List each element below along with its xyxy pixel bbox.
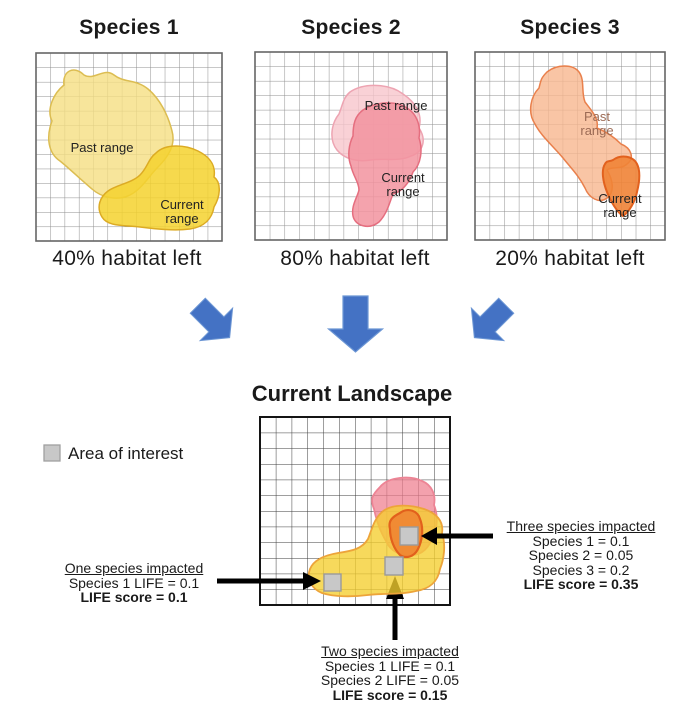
species3-caption: 20% habitat left (495, 247, 645, 270)
arrow-one-species (217, 572, 321, 590)
annotation-two-heading: Two species impacted (321, 643, 459, 659)
species3-past-range-label: Past range (580, 109, 614, 138)
annotation-one-line: Species 1 LIFE = 0.1 (68, 574, 200, 591)
species1-caption: 40% habitat left (52, 247, 202, 270)
species1-past-range-label: Past range (70, 140, 134, 155)
species2-current-range-shape (348, 102, 422, 228)
aoi-square-two-species (384, 556, 404, 576)
annotation-three-line: Species 3 = 0.2 (532, 561, 630, 578)
aoi-square-three-species (399, 526, 419, 546)
annotation-one-heading: One species impacted (64, 560, 204, 576)
down-right-arrow-icon (189, 297, 234, 342)
annotation-one-score: LIFE score = 0.1 (80, 589, 188, 605)
annotation-two-line: Species 1 LIFE = 0.1 (324, 657, 456, 674)
annotation-two-species: Two species impacted Species 1 LIFE = 0.… (321, 644, 459, 702)
aoi-square-one-species (323, 573, 342, 592)
area-of-interest-label: Area of interest (68, 444, 184, 463)
arrow-three-species (421, 527, 493, 545)
annotation-two-line: Species 2 LIFE = 0.05 (320, 672, 460, 688)
down-left-arrow-icon (470, 297, 515, 342)
species3-current-range-label: Current range (598, 191, 642, 220)
annotation-three-score: LIFE score = 0.35 (523, 576, 639, 592)
species2-current-range-label: Current range (381, 170, 425, 199)
species2-title: Species 2 (301, 16, 401, 39)
species1-current-range-label: Current range (160, 197, 204, 226)
species2-past-range-label: Past range (364, 98, 428, 113)
down-arrow-icon (326, 295, 385, 353)
annotation-three-heading: Three species impacted (506, 518, 656, 534)
species3-current-range-shape (601, 155, 641, 218)
area-of-interest-swatch (43, 444, 61, 462)
annotation-three-line: Species 1 = 0.1 (532, 532, 630, 549)
annotation-one-species: One species impacted Species 1 LIFE = 0.… (65, 561, 204, 605)
species1-current-range-shape (98, 145, 220, 231)
landscape-title: Current Landscape (251, 381, 453, 406)
annotation-three-species: Three species impacted Species 1 = 0.1 S… (507, 519, 656, 592)
annotation-two-score: LIFE score = 0.15 (332, 686, 448, 703)
species3-title: Species 3 (520, 16, 620, 39)
species1-title: Species 1 (79, 16, 179, 39)
species2-caption: 80% habitat left (280, 247, 430, 270)
annotation-three-line: Species 2 = 0.05 (528, 547, 634, 563)
